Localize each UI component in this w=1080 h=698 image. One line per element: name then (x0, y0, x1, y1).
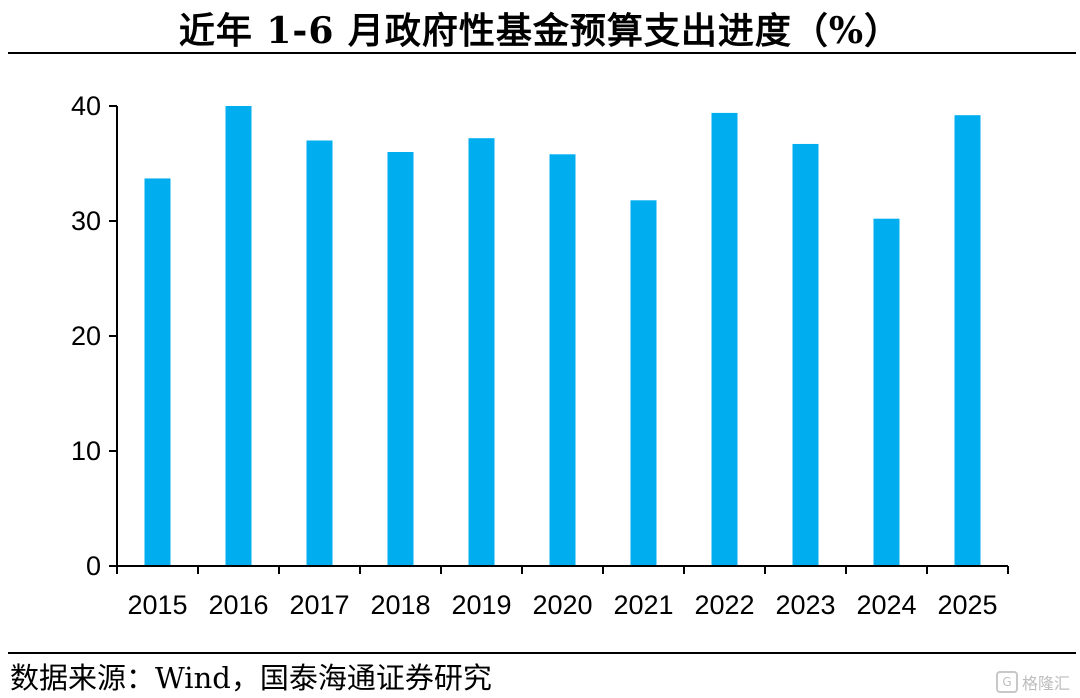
bar-chart: 0 10 20 30 40 2015 2016 2017 2018 2019 2020 2021 202… (71, 91, 1009, 620)
x-tick-label: 2017 (289, 590, 349, 620)
data-source-note: 数据来源：Wind，国泰海通证券研究 (10, 661, 492, 695)
x-tick-label: 2023 (775, 590, 835, 620)
bar-2019 (468, 138, 495, 566)
x-tick-label: 2021 (613, 590, 673, 620)
y-tick-label: 0 (86, 551, 101, 581)
x-tick-label: 2024 (856, 590, 916, 620)
title-divider (8, 52, 1076, 54)
x-tick-label: 2019 (451, 590, 511, 620)
bar-2018 (387, 152, 414, 566)
y-tick-label: 30 (71, 206, 101, 236)
bar-2025 (954, 115, 981, 566)
watermark: G 格隆汇 (995, 670, 1070, 694)
bar-2021 (630, 200, 657, 567)
bar-2020 (549, 154, 576, 567)
bar-2015 (144, 178, 171, 566)
y-tick-label: 10 (71, 436, 101, 466)
x-tick-label: 2016 (208, 590, 268, 620)
bar-2022 (711, 112, 738, 567)
footer-divider (8, 652, 1076, 654)
bar-2017 (306, 140, 333, 566)
bar-2023 (792, 143, 819, 566)
chart-title: 近年 1-6 月政府性基金预算支出进度（%） (178, 10, 902, 52)
bar-2016 (225, 106, 252, 566)
bar-2024 (873, 218, 900, 566)
y-tick-label: 20 (71, 321, 101, 351)
x-tick-label: 2018 (370, 590, 430, 620)
watermark-text: 格隆汇 (1021, 674, 1070, 693)
x-tick-label: 2022 (694, 590, 754, 620)
x-tick-label: 2025 (937, 590, 997, 620)
x-tick-label: 2020 (532, 590, 592, 620)
x-tick-label: 2015 (127, 590, 187, 620)
gelonghui-logo-icon: G (995, 671, 1018, 693)
y-tick-label: 40 (71, 91, 101, 121)
